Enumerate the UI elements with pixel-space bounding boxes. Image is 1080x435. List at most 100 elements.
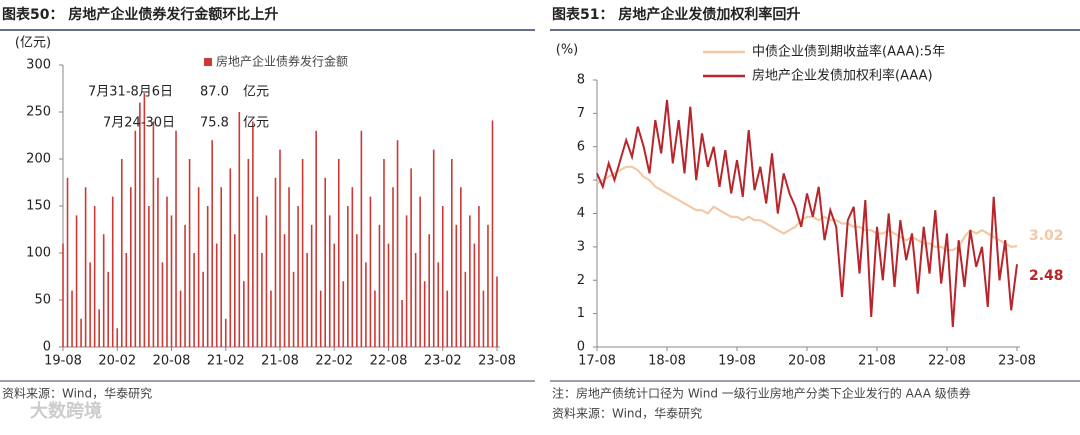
bar xyxy=(233,234,236,347)
bar xyxy=(419,196,421,347)
y-tick-label: 5 xyxy=(577,173,585,188)
bar xyxy=(297,206,299,347)
legend-label: 房地产企业债券发行金额 xyxy=(216,54,348,69)
y-tick-label: 1 xyxy=(577,306,585,321)
bar xyxy=(62,243,64,347)
bar xyxy=(432,149,435,347)
bar xyxy=(197,187,200,347)
bar xyxy=(292,271,295,347)
y-tick-label: 150 xyxy=(26,199,51,214)
bar xyxy=(188,159,191,347)
bar xyxy=(107,271,110,347)
x-tick-label: 20-02 xyxy=(98,354,136,369)
bar xyxy=(396,140,399,347)
bar xyxy=(166,196,168,347)
y-tick-label: 100 xyxy=(26,246,51,261)
bar xyxy=(202,271,204,347)
bar xyxy=(342,281,345,347)
source: 资料来源：Wind，华泰研究 xyxy=(552,406,702,421)
bar xyxy=(224,318,227,347)
bar xyxy=(283,234,286,347)
bar xyxy=(152,121,155,348)
bar xyxy=(414,253,417,347)
bar xyxy=(98,309,100,347)
bar xyxy=(337,159,340,347)
bar xyxy=(356,234,358,347)
bar xyxy=(148,206,150,347)
end-label: 2.48 xyxy=(1029,268,1064,284)
legend-label: 中债企业债到期收益率(AAA):5年 xyxy=(752,44,945,60)
bar xyxy=(80,318,82,347)
bar xyxy=(405,215,408,347)
x-tick-label: 20-08 xyxy=(153,354,191,369)
bar xyxy=(89,262,91,347)
y-tick-label: 50 xyxy=(34,293,51,308)
bar xyxy=(365,262,367,347)
x-tick-label: 23-02 xyxy=(424,354,462,369)
bar xyxy=(229,168,232,347)
bar xyxy=(383,159,385,347)
annotation-unit: 亿元 xyxy=(243,116,269,131)
series-line xyxy=(596,165,1018,252)
bar xyxy=(274,177,277,347)
bar xyxy=(378,224,381,347)
bar xyxy=(111,196,114,347)
bar xyxy=(455,224,458,347)
bar xyxy=(265,215,268,347)
bar xyxy=(66,177,69,347)
bar xyxy=(279,149,281,347)
bar xyxy=(288,187,290,347)
watermark: 大数跨境 xyxy=(30,400,102,422)
y-tick-label: 200 xyxy=(26,152,51,167)
x-tick-label: 19-08 xyxy=(44,354,82,369)
bar xyxy=(473,243,476,347)
bar xyxy=(243,281,245,347)
bar xyxy=(401,300,403,347)
x-tick-label: 21-02 xyxy=(207,354,245,369)
bar xyxy=(170,215,173,347)
bar xyxy=(184,224,186,347)
legend-swatch xyxy=(204,58,212,66)
bar xyxy=(351,187,354,347)
y-axis-label: (%) xyxy=(556,43,579,58)
x-tick-label: 22-08 xyxy=(370,354,408,369)
y-tick-label: 300 xyxy=(26,58,51,73)
x-tick-label: 23-08 xyxy=(998,354,1036,369)
bar xyxy=(487,224,489,347)
bar xyxy=(410,168,412,347)
chart-title: 图表50： 房地产企业债券发行金额环比上升 xyxy=(2,6,278,23)
y-tick-label: 2 xyxy=(577,273,585,288)
bar xyxy=(211,140,213,347)
bar xyxy=(460,187,462,347)
bar xyxy=(75,215,78,347)
y-tick-label: 6 xyxy=(577,139,585,154)
y-tick-label: 0 xyxy=(577,340,585,355)
annotation-period: 7月31-8月6日 xyxy=(88,85,173,100)
y-axis-label: (亿元) xyxy=(15,36,51,51)
bar xyxy=(161,262,164,347)
annotation-value: 75.8 xyxy=(200,116,229,131)
bar xyxy=(270,290,272,347)
bar xyxy=(441,206,444,347)
bar xyxy=(328,215,331,347)
bar xyxy=(256,196,259,347)
bar xyxy=(310,224,313,347)
bar xyxy=(347,206,349,347)
bar xyxy=(120,159,123,347)
y-tick-label: 0 xyxy=(43,340,51,355)
bar xyxy=(428,234,430,347)
chart-title: 图表51： 房地产企业发债加权利率回升 xyxy=(552,6,800,23)
bar xyxy=(116,328,119,347)
bar xyxy=(496,276,498,347)
y-tick-label: 3 xyxy=(577,239,585,254)
y-tick-label: 7 xyxy=(577,106,585,121)
y-tick-label: 4 xyxy=(577,206,585,221)
bar xyxy=(324,177,327,347)
end-label: 3.02 xyxy=(1029,228,1064,244)
bar xyxy=(157,177,159,347)
x-tick-label: 17-08 xyxy=(578,354,616,369)
annotation-period: 7月24-30日 xyxy=(103,116,175,131)
x-tick-label: 19-08 xyxy=(718,354,756,369)
bar xyxy=(446,290,449,347)
bar xyxy=(220,187,223,347)
